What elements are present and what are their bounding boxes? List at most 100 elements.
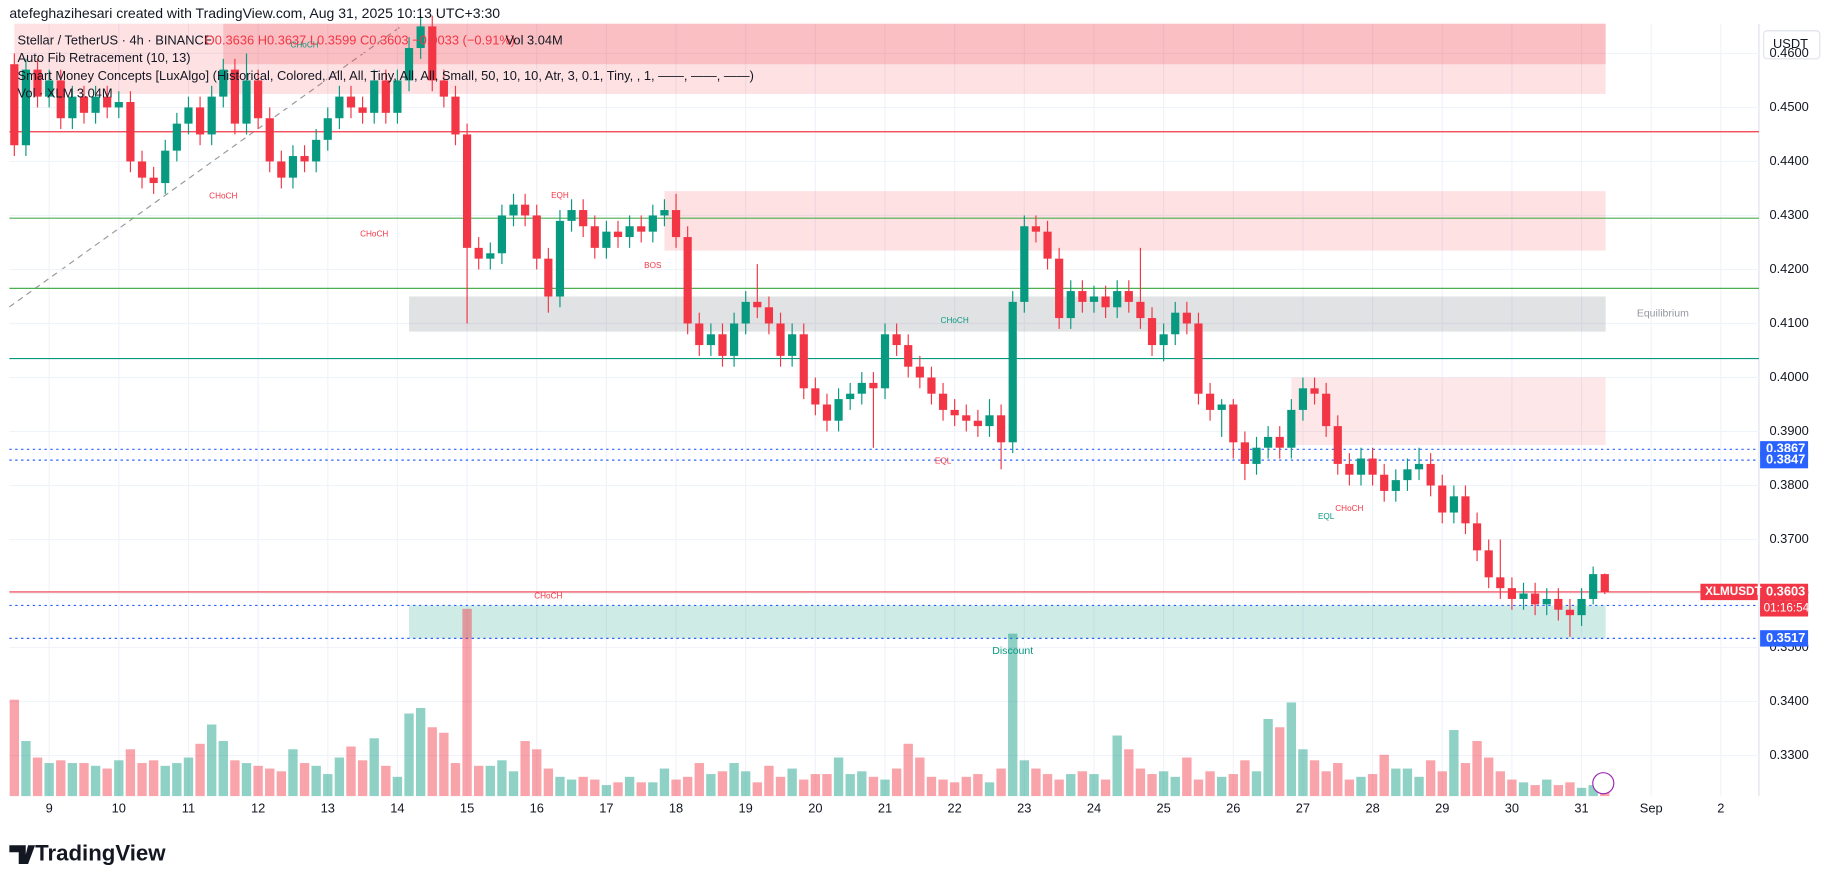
candle-body (637, 226, 646, 232)
fib-line (9, 25, 402, 308)
candle-body (277, 161, 286, 178)
volume-bar (1019, 760, 1030, 797)
zone (409, 605, 1606, 639)
annotation: BOS (644, 261, 662, 270)
legend-symbol: Stellar / TetherUS · 4h · BINANCE (18, 33, 213, 48)
volume-bar (427, 727, 437, 797)
volume-bar (1333, 763, 1343, 797)
alert-icon[interactable] (1592, 772, 1615, 795)
currency-box[interactable] (1763, 30, 1821, 60)
candle-body (126, 102, 135, 162)
x-tick-label: 10 (112, 800, 126, 815)
logo-text: TradingView (35, 840, 166, 865)
candle-body (1449, 496, 1458, 513)
volume-bar (1089, 774, 1099, 797)
zone (14, 23, 1606, 94)
candle-body (486, 253, 495, 259)
y-tick-label: 0.4600 (1769, 45, 1808, 60)
candle-body (265, 118, 274, 162)
volume-bar (218, 741, 228, 797)
volume-bar (1402, 768, 1413, 797)
legend-ohlc: O0.3636 H0.3637 L0.3599 C0.3603 −0.0033 … (205, 33, 515, 48)
volume-bar (566, 779, 577, 797)
candle-body (1089, 296, 1099, 302)
candle-body (1020, 226, 1029, 302)
volume-bar (1031, 768, 1041, 797)
volume-bar (833, 757, 844, 797)
volume-bar (1484, 757, 1494, 797)
volume-bar (21, 741, 31, 797)
candle-body (1113, 291, 1122, 308)
candle-body (497, 215, 507, 254)
volume-bar (381, 765, 391, 797)
volume-bar (44, 763, 54, 797)
zone (223, 23, 1606, 65)
volume-bar (1391, 768, 1401, 797)
x-tick-label: 20 (808, 800, 822, 815)
candle-body (172, 123, 181, 151)
volume-bar (1437, 771, 1447, 797)
volume-bar (1309, 760, 1320, 797)
candle-body (579, 210, 588, 227)
volume-bar (787, 768, 797, 797)
candle-body (56, 80, 65, 119)
volume-bar (1367, 774, 1378, 797)
y-tick-label: 0.3700 (1769, 531, 1808, 546)
annotation: CHoCH (1335, 504, 1363, 513)
volume-bar (671, 779, 681, 797)
volume-bar (1170, 776, 1180, 797)
candle-body (892, 334, 901, 346)
candle-body (1252, 447, 1261, 464)
volume-bar (1425, 760, 1436, 797)
y-tick-label: 0.3400 (1769, 693, 1808, 708)
candle-body (1264, 436, 1273, 448)
candle-body (1322, 393, 1331, 427)
candle-body (1577, 598, 1586, 616)
volume-bar (590, 779, 600, 797)
candle-body (1066, 291, 1075, 319)
volume-bar (764, 765, 774, 797)
volume-bar (822, 774, 832, 797)
price-badge (1760, 630, 1809, 647)
symbol-label: XLMUSDT (1705, 585, 1762, 598)
candle-body (1124, 291, 1133, 302)
candle-body (1310, 388, 1319, 394)
volume-bar (1182, 757, 1192, 797)
candle-body (195, 107, 205, 135)
candle-body (532, 215, 541, 259)
volume-bar (694, 763, 704, 797)
zone (1291, 377, 1606, 446)
candle-body (1461, 496, 1470, 524)
volume-bar (462, 608, 472, 797)
volume-bar (160, 765, 170, 797)
volume-bar (299, 763, 310, 797)
zone (409, 296, 1606, 332)
candle-body (846, 393, 855, 400)
candle-body (79, 96, 89, 113)
candle-body (1194, 323, 1203, 394)
price-badge-label: 0.3847 (1766, 452, 1805, 467)
candle-body (288, 156, 298, 178)
volume-bar (555, 776, 565, 797)
volume-bar (276, 771, 287, 797)
volume-bar (915, 757, 925, 797)
x-tick-label: 17 (599, 800, 613, 815)
candle-body (1287, 409, 1296, 448)
candle-body (1380, 474, 1389, 491)
x-tick-label: 23 (1017, 800, 1031, 815)
candle-body (1472, 523, 1482, 551)
candle-body (242, 80, 251, 124)
candle-body (1240, 442, 1249, 464)
volume-bar (1124, 749, 1134, 797)
candle-body (1275, 436, 1284, 448)
annotation: CHoCH (941, 316, 969, 325)
x-tick-label: 11 (182, 800, 195, 815)
volume-bar (450, 763, 461, 797)
volume-bar (961, 776, 971, 797)
x-tick-label: 9 (46, 800, 53, 815)
candle-body (695, 323, 704, 346)
candle-body (1182, 312, 1191, 324)
candle-body (207, 96, 216, 135)
candle-body (45, 80, 54, 97)
volume-bar (415, 707, 426, 797)
